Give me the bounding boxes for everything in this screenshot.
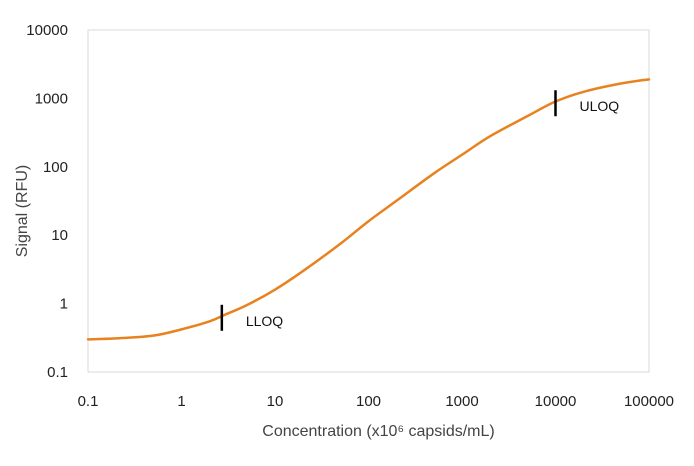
x-tick-label: 100000	[624, 393, 674, 410]
x-tick-label: 1	[177, 393, 185, 410]
x-axis-title: Concentration (x10⁶ capsids/mL)	[262, 423, 494, 440]
y-tick-label: 1000	[35, 90, 68, 107]
lloq-label: LLOQ	[246, 313, 283, 329]
y-tick-labels: 0.1 1 10 100 1000 10000	[26, 22, 68, 381]
x-tick-label: 10000	[535, 393, 577, 410]
uloq-label: ULOQ	[580, 98, 620, 114]
y-tick-label: 100	[43, 159, 68, 176]
y-axis-title: Signal (RFU)	[14, 165, 31, 257]
x-tick-label: 100	[356, 393, 381, 410]
x-tick-label: 1000	[445, 393, 478, 410]
y-tick-label: 1	[60, 296, 68, 313]
plot-area	[87, 29, 650, 373]
y-tick-label: 0.1	[47, 364, 68, 381]
quantitation-markers: LLOQ ULOQ	[220, 90, 620, 331]
x-tick-labels: 0.1 1 10 100 1000 10000 100000	[78, 393, 674, 410]
y-tick-label: 10000	[26, 22, 68, 39]
x-tick-label: 10	[267, 393, 284, 410]
x-tick-label: 0.1	[78, 393, 99, 410]
y-tick-label: 10	[51, 227, 68, 244]
series-line	[86, 78, 651, 341]
